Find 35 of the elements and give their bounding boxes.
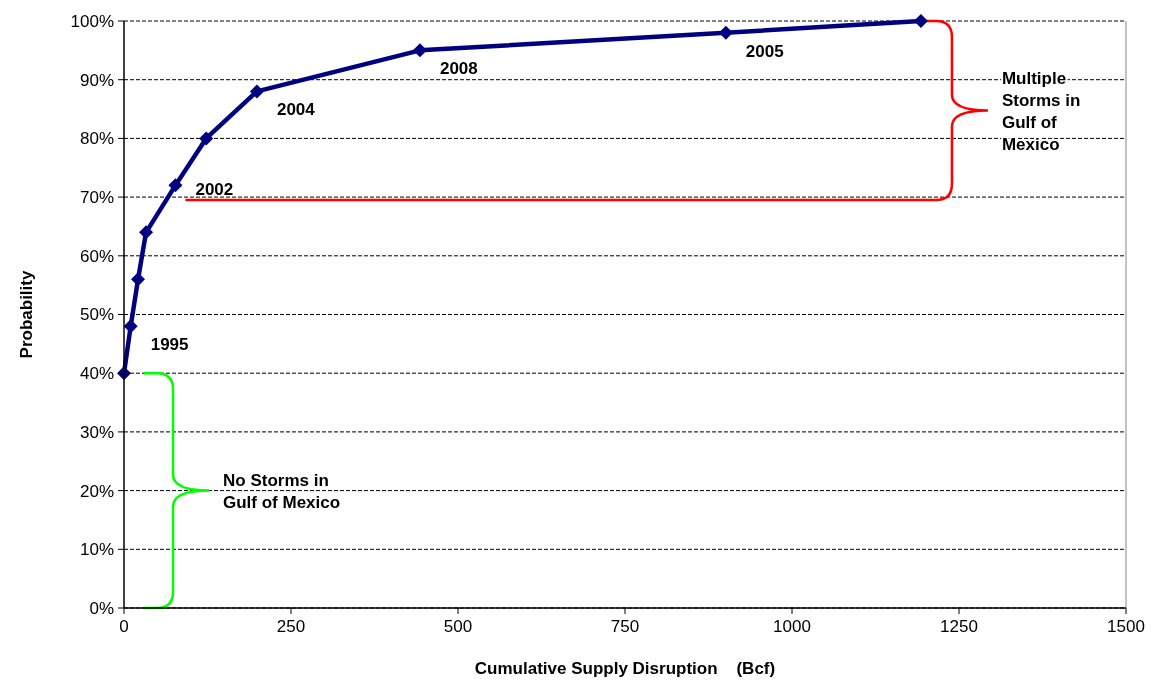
y-tick-label: 0% bbox=[89, 598, 114, 618]
y-axis-title: Probability bbox=[17, 270, 36, 359]
x-axis-title: Cumulative Supply Disruption (Bcf) bbox=[474, 659, 776, 678]
y-tick-label: 40% bbox=[79, 364, 114, 384]
point bbox=[412, 43, 427, 58]
y-tick-label: 100% bbox=[70, 11, 114, 31]
y-tick-label: 60% bbox=[79, 246, 114, 266]
point bbox=[168, 178, 183, 193]
y-tick-label: 10% bbox=[79, 540, 114, 560]
annotation: 2005 bbox=[745, 41, 784, 61]
y-tick-label: 30% bbox=[79, 422, 114, 442]
point bbox=[199, 131, 214, 146]
y-tick-label: 90% bbox=[79, 70, 114, 90]
x-tick-label: 1250 bbox=[940, 617, 978, 636]
point bbox=[718, 25, 733, 40]
x-tick-label: 250 bbox=[276, 617, 306, 636]
x-tick-label: 0 bbox=[119, 617, 129, 636]
point bbox=[913, 14, 928, 28]
annotation: 2008 bbox=[439, 59, 478, 79]
point bbox=[131, 272, 146, 287]
y-tick-label: 20% bbox=[79, 481, 114, 501]
y-tick-label: 80% bbox=[79, 129, 114, 149]
annotation: No Storms in Gulf of Mexico bbox=[223, 470, 341, 512]
point bbox=[249, 84, 264, 99]
x-tick-label: 1500 bbox=[1107, 617, 1145, 636]
y-tick-label: 50% bbox=[79, 305, 114, 325]
x-tick-label: 1000 bbox=[773, 617, 811, 636]
annotation: 2002 bbox=[195, 180, 234, 200]
annotation: 2004 bbox=[276, 100, 316, 120]
x-tick-label: 500 bbox=[443, 617, 473, 636]
point bbox=[123, 319, 138, 334]
x-tick-label: 750 bbox=[610, 617, 640, 636]
y-tick-label: 70% bbox=[79, 188, 114, 208]
point bbox=[139, 225, 154, 240]
annotation: 1995 bbox=[150, 335, 189, 355]
